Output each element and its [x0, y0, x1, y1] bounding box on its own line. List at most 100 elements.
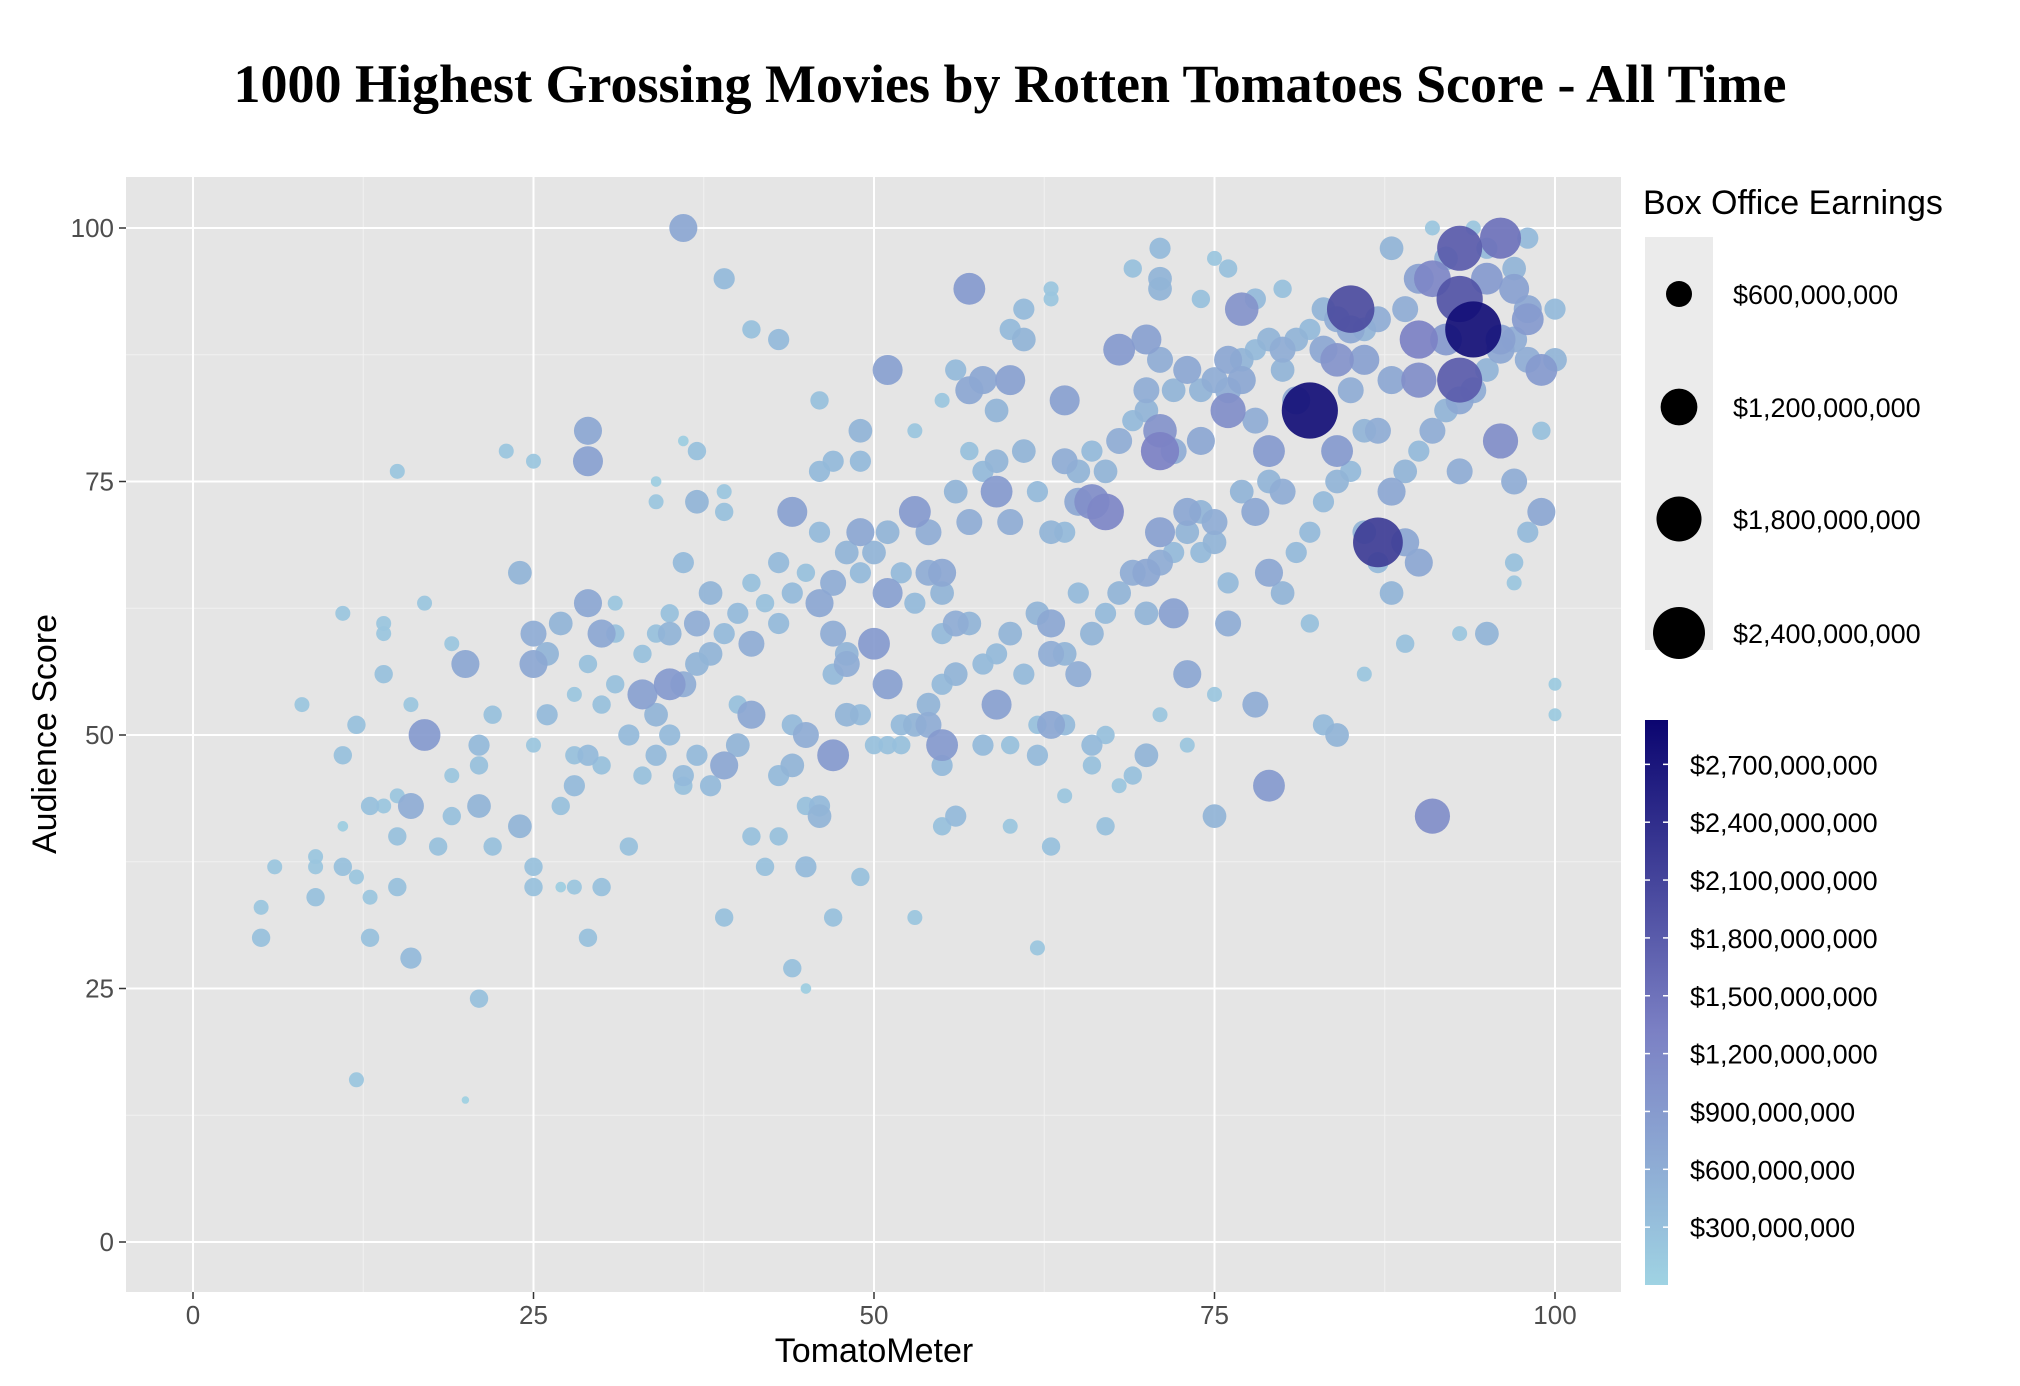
data-point [1206, 686, 1223, 702]
data-point [348, 869, 364, 885]
data-point [1229, 479, 1254, 504]
data-point [945, 805, 967, 827]
data-point [524, 857, 543, 877]
data-point [659, 724, 681, 746]
data-point [1081, 734, 1103, 756]
data-point [742, 573, 761, 593]
data-point [1379, 581, 1404, 605]
data-point [907, 423, 923, 439]
size-legend-dot [1666, 281, 1692, 307]
x-tick-label: 50 [860, 1300, 889, 1330]
data-point [810, 391, 829, 410]
data-point [727, 602, 749, 624]
x-tick-label: 25 [519, 1300, 548, 1330]
data-point [376, 798, 392, 814]
data-point [1404, 548, 1433, 577]
data-point [898, 495, 931, 528]
data-point [725, 733, 750, 758]
data-point [1501, 468, 1528, 495]
data-point [955, 376, 984, 405]
data-point [1037, 710, 1066, 739]
data-point [872, 354, 903, 385]
data-point [1475, 621, 1499, 646]
data-point [943, 662, 968, 687]
y-tick-label: 75 [85, 467, 114, 497]
data-point [1224, 292, 1259, 326]
data-point [1152, 707, 1168, 723]
data-point [820, 620, 847, 647]
data-point [1140, 431, 1180, 471]
data-point [524, 877, 543, 897]
data-point [1527, 497, 1556, 526]
data-point [1377, 366, 1406, 395]
data-point [1325, 469, 1349, 494]
data-point [686, 744, 708, 766]
data-point [792, 722, 819, 748]
data-points [251, 213, 1567, 1104]
data-point [1445, 301, 1502, 358]
color-legend-label: $300,000,000 [1690, 1213, 1855, 1243]
data-point [251, 928, 271, 947]
data-point [333, 746, 353, 765]
data-point [498, 443, 514, 459]
data-point [1161, 378, 1186, 403]
data-point [1132, 558, 1161, 587]
data-point [1103, 333, 1136, 366]
data-point [864, 735, 884, 755]
data-point [653, 668, 686, 701]
data-point [1502, 256, 1527, 281]
data-point [1299, 521, 1321, 543]
data-point [1325, 723, 1349, 747]
data-point [1029, 940, 1045, 956]
data-point [1548, 677, 1562, 691]
data-point [1013, 663, 1035, 685]
data-point [890, 562, 912, 584]
data-point [1186, 426, 1215, 455]
data-point [960, 441, 979, 461]
y-tick-label: 0 [100, 1227, 114, 1257]
data-point [907, 910, 923, 926]
data-point [1041, 837, 1061, 856]
data-point [1506, 575, 1522, 591]
data-point [573, 416, 603, 445]
chart-title: 1000 Highest Grossing Movies by Rotten T… [233, 54, 1786, 114]
color-legend-label: $2,100,000,000 [1690, 866, 1878, 896]
data-point [1377, 477, 1406, 506]
data-point [1270, 581, 1295, 605]
data-point [1131, 324, 1162, 355]
data-point [648, 494, 664, 510]
data-point [685, 652, 709, 676]
data-point [1215, 610, 1242, 637]
data-point [520, 620, 547, 647]
data-point [1210, 392, 1246, 429]
data-point [1241, 497, 1270, 526]
data-point [1202, 804, 1227, 828]
data-point [1081, 440, 1103, 462]
data-point [337, 820, 349, 832]
data-point [1149, 237, 1171, 259]
data-point [1482, 423, 1519, 459]
data-point [1242, 691, 1269, 718]
data-point [1011, 327, 1036, 352]
data-point [1094, 602, 1117, 624]
data-point [846, 518, 875, 547]
gridlines [126, 177, 1621, 1292]
data-point [892, 735, 911, 755]
size-legend-dot [1660, 388, 1698, 426]
data-point [1379, 236, 1404, 261]
data-point [851, 867, 870, 887]
data-point [1395, 634, 1415, 653]
data-point [1517, 227, 1539, 249]
data-point [934, 392, 950, 408]
data-point [945, 359, 967, 381]
data-point [1504, 553, 1524, 572]
data-point [400, 947, 422, 969]
data-point [592, 695, 611, 714]
data-point [1337, 377, 1364, 404]
data-point [1158, 598, 1189, 629]
data-point [683, 610, 710, 637]
data-point [685, 489, 709, 514]
y-axis-title: Audience Score [26, 614, 64, 854]
data-point [1217, 572, 1239, 594]
data-point [1356, 666, 1372, 682]
